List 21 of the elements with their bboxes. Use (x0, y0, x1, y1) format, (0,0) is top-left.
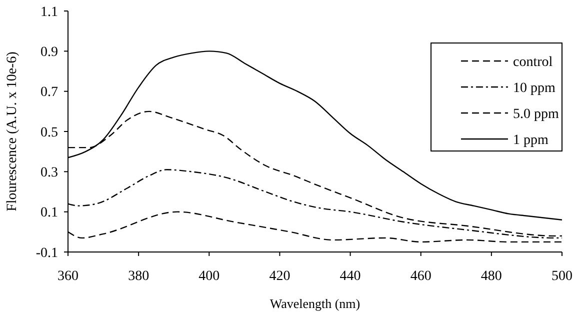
y-axis-title: Flourescence (A.U. x 10e-6) (5, 51, 20, 212)
legend-label: 5.0 ppm (513, 106, 559, 122)
x-tick-label: 480 (480, 269, 502, 284)
y-tick-label: 0.5 (40, 125, 58, 140)
legend-label: control (513, 54, 553, 70)
x-tick-label: 460 (410, 269, 432, 284)
y-tick-label: -0.1 (36, 246, 58, 261)
x-axis-title: Wavelength (nm) (270, 296, 360, 311)
x-tick-label: 360 (58, 269, 78, 284)
y-tick-label: 0.3 (40, 166, 58, 181)
x-tick-label: 400 (198, 269, 220, 284)
y-tick-label: 0.9 (40, 45, 58, 60)
y-tick-label: 0.7 (40, 85, 58, 100)
x-tick-label: 500 (552, 269, 572, 284)
x-tick-label: 380 (128, 269, 150, 284)
legend-label: 1 ppm (513, 132, 548, 148)
x-tick-label: 420 (269, 269, 290, 284)
x-tick-label: 440 (340, 269, 361, 284)
y-tick-label: 1.1 (40, 4, 58, 20)
legend-label: 10 ppm (513, 80, 556, 96)
y-tick-label: 0.1 (40, 206, 58, 221)
